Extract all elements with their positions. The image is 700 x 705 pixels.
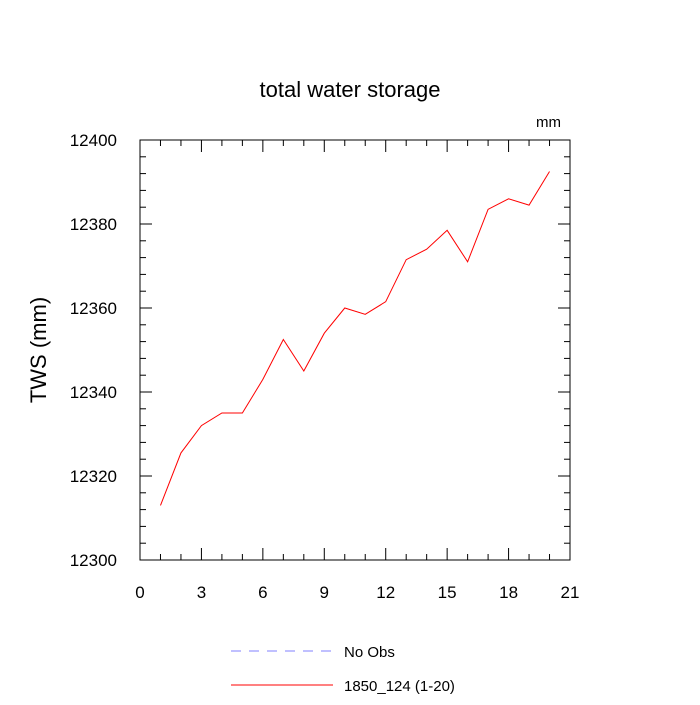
y-tick-label: 12400: [70, 131, 117, 150]
legend-label: 1850_124 (1-20): [344, 678, 455, 695]
chart-title: total water storage: [260, 77, 441, 102]
units-label: mm: [536, 114, 561, 131]
plot-series: [160, 171, 550, 506]
x-tick-label: 21: [561, 583, 580, 602]
x-tick-label: 18: [499, 583, 518, 602]
x-tick-label: 9: [320, 583, 329, 602]
x-tick-label: 15: [438, 583, 457, 602]
x-tick-label: 3: [197, 583, 206, 602]
legend: No Obs 1850_124 (1-20): [231, 644, 455, 695]
x-tick-label: 12: [376, 583, 395, 602]
y-tick-label: 12380: [70, 215, 117, 234]
y-tick-label: 12340: [70, 383, 117, 402]
series-line-1: [160, 171, 550, 506]
y-tick-label: 12300: [70, 551, 117, 570]
x-tick-label: 0: [135, 583, 144, 602]
y-tick-label: 12360: [70, 299, 117, 318]
plot-frame: [139, 139, 571, 561]
axis-ticks: [139, 139, 571, 561]
legend-label: No Obs: [344, 644, 395, 661]
x-tick-label: 6: [258, 583, 267, 602]
tick-labels: 0 3 6 9 12 15 18 21 12300 12320 12340 12360 12380 124…: [70, 131, 580, 602]
y-tick-label: 12320: [70, 467, 117, 486]
y-axis-label: TWS (mm): [26, 297, 51, 403]
